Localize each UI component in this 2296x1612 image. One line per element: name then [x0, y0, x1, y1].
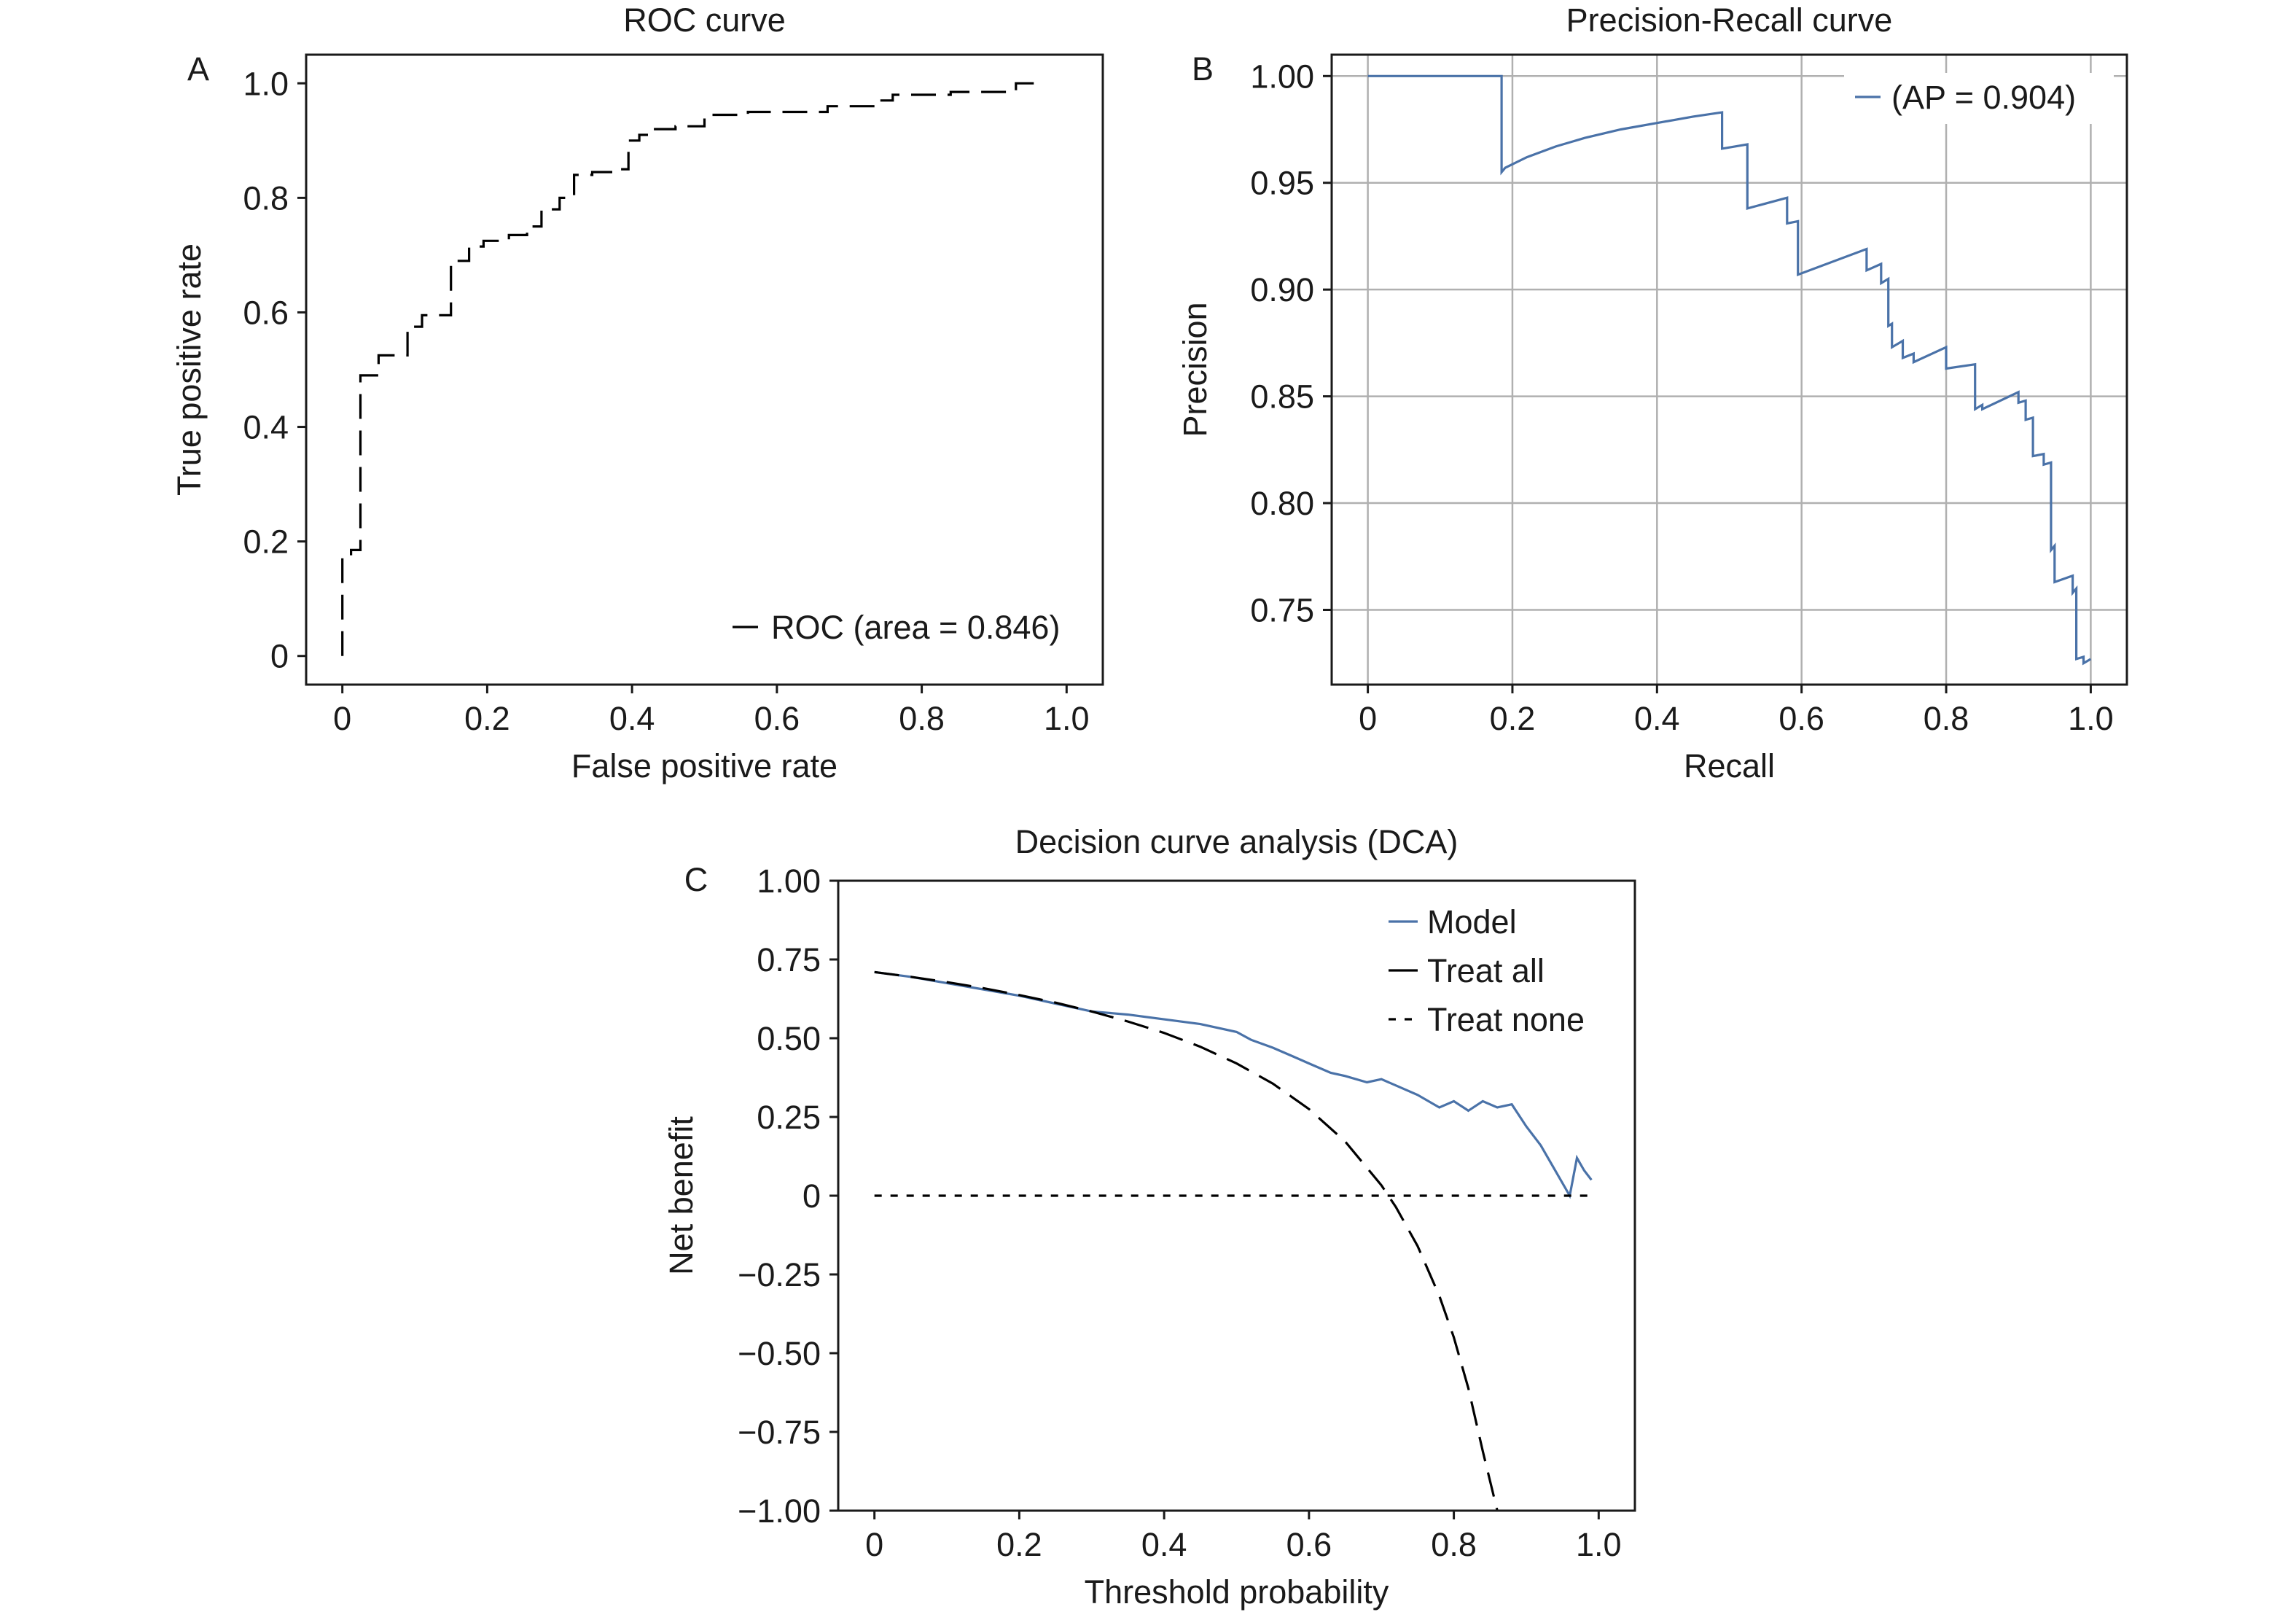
y-tick-label: −0.50	[738, 1335, 821, 1372]
x-tick-label: 0.4	[1141, 1526, 1187, 1563]
x-tick-label: 0.8	[899, 700, 945, 737]
y-tick-label: 1.0	[243, 65, 289, 102]
y-tick-label: 0.50	[757, 1020, 821, 1057]
panel-letter: A	[187, 50, 209, 87]
x-axis-label: Threshold probability	[1085, 1573, 1389, 1611]
y-tick-label: 0	[270, 638, 289, 675]
series-line-treat-all	[874, 970, 1499, 1511]
y-tick-label: 1.00	[757, 863, 821, 900]
chart-title: Precision-Recall curve	[1566, 1, 1893, 39]
series-line-roc-area-0-846	[341, 82, 1045, 656]
x-tick-label: 0	[1359, 700, 1377, 737]
y-tick-label: 0.75	[1250, 591, 1314, 628]
x-tick-label: 0.4	[1634, 700, 1680, 737]
panel-C: 0 0.2 0.4 0.6 0.8 1.0 −1.00 −0.75 −0.50 −0.25 0 0.2…	[663, 823, 1636, 1611]
y-tick-label: 0.80	[1250, 485, 1314, 522]
y-axis-label: Precision	[1176, 302, 1214, 437]
y-tick-label: 0.75	[757, 941, 821, 978]
legend-label: (AP = 0.904)	[1891, 79, 2076, 116]
plot-frame	[1330, 53, 2128, 686]
x-tick-label: 0.8	[1431, 1526, 1477, 1563]
legend-label: Treat none	[1427, 1001, 1585, 1038]
y-tick-label: 1.00	[1250, 58, 1314, 95]
legend-label: Model	[1427, 903, 1517, 941]
x-tick-label: 1.0	[1576, 1526, 1622, 1563]
x-tick-label: 0.6	[1778, 700, 1824, 737]
x-tick-label: 0.8	[1924, 700, 1969, 737]
x-tick-label: 0	[865, 1526, 883, 1563]
y-tick-label: 0.8	[243, 179, 289, 217]
x-tick-label: 1.0	[2068, 700, 2114, 737]
panel-A: 0 0.2 0.4 0.6 0.8 1.0 0 0.2 0.4 0.6 0.8 1.0 ROC curv…	[171, 1, 1104, 784]
y-tick-label: 0	[803, 1177, 821, 1215]
chart-title: Decision curve analysis (DCA)	[1015, 823, 1459, 860]
x-tick-label: 0	[333, 700, 351, 737]
y-axis-label: True positive rate	[171, 244, 208, 496]
plot-frame	[305, 53, 1104, 686]
y-tick-label: 0.4	[243, 409, 289, 446]
y-tick-label: −0.75	[738, 1414, 821, 1451]
y-tick-label: 0.95	[1250, 165, 1314, 202]
y-tick-label: 0.25	[757, 1099, 821, 1136]
x-axis-label: Recall	[1684, 747, 1775, 784]
y-tick-label: 0.85	[1250, 378, 1314, 416]
x-tick-label: 0.4	[609, 700, 655, 737]
chart-title: ROC curve	[623, 1, 786, 39]
x-tick-label: 0.2	[1490, 700, 1536, 737]
legend-roc: ROC (area = 0.846)	[733, 609, 1060, 646]
y-tick-label: 0.6	[243, 294, 289, 331]
series-line-ap-0-904	[1367, 74, 2092, 666]
legend-box	[1844, 73, 2114, 124]
y-tick-label: −1.00	[738, 1492, 821, 1530]
x-tick-label: 0.2	[464, 700, 510, 737]
legend-label: ROC (area = 0.846)	[771, 609, 1060, 646]
x-tick-label: 1.0	[1044, 700, 1090, 737]
x-tick-label: 0.6	[754, 700, 800, 737]
y-tick-label: −0.25	[738, 1256, 821, 1293]
x-tick-label: 0.6	[1286, 1526, 1332, 1563]
x-tick-label: 0.2	[996, 1526, 1042, 1563]
legend-dca: Model Treat all Treat none	[1389, 903, 1585, 1038]
panel-letter: B	[1192, 50, 1214, 87]
panel-B: 0 0.2 0.4 0.6 0.8 1.0 0.75 0.80 0.85 0.90 0.95 1.00…	[1176, 1, 2128, 784]
y-axis-label: Net benefit	[663, 1116, 700, 1275]
legend-pr: (AP = 0.904)	[1844, 73, 2114, 124]
panel-letter: C	[684, 861, 708, 898]
legend-label: Treat all	[1427, 952, 1545, 989]
y-tick-label: 0.2	[243, 523, 289, 561]
x-axis-label: False positive rate	[571, 747, 837, 784]
y-tick-label: 0.90	[1250, 271, 1314, 308]
